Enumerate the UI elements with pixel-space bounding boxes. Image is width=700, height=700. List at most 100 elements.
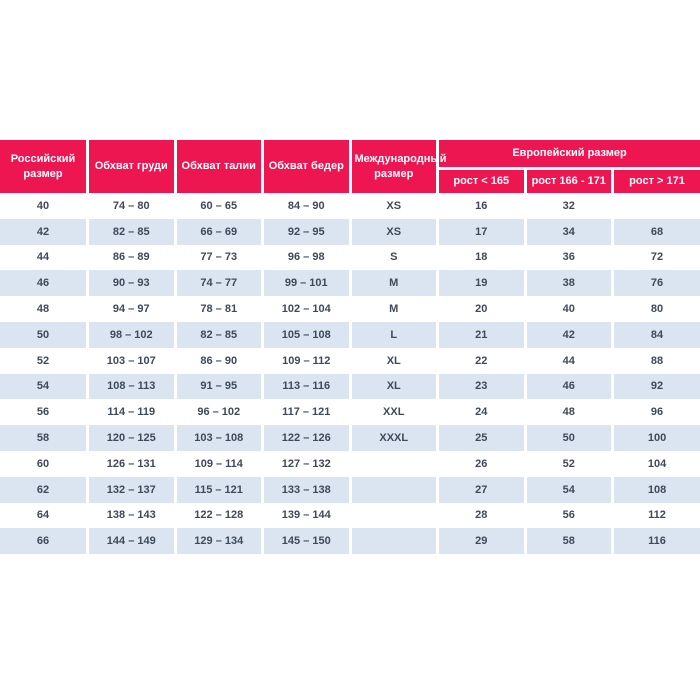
table-cell: 92 (612, 373, 700, 400)
table-cell: L (350, 321, 439, 348)
table-cell: 32 (525, 193, 614, 219)
table-cell: 60 – 65 (175, 193, 264, 219)
table-cell: 84 (612, 321, 700, 348)
table-cell: XS (350, 193, 439, 219)
table-row: 58 120 – 125 103 – 108 122 – 126 XXXL 25 50 100 (0, 425, 700, 451)
table-row: 62 132 – 137 115 – 121 133 – 138 27 54 108 (0, 476, 700, 503)
table-cell: 76 (612, 270, 700, 297)
table-cell (350, 476, 439, 503)
table-cell: 103 – 108 (175, 425, 264, 451)
table-cell (350, 502, 439, 529)
table-cell: 46 (525, 373, 614, 400)
table-cell: 54 (0, 373, 89, 400)
table-cell: 46 (0, 270, 89, 297)
table-cell: 72 (612, 244, 700, 271)
header-international-size: Международный размер (350, 140, 447, 193)
header-height-166-171: рост 166 - 171 (525, 168, 614, 193)
table-cell: 23 (437, 373, 527, 400)
table-cell: 58 (0, 425, 89, 451)
table-row: 54 108 – 113 91 – 95 113 – 116 XL 23 46 92 (0, 373, 700, 400)
table-cell: 144 – 149 (87, 528, 177, 555)
table-cell: 16 (437, 193, 527, 219)
table-cell: 120 – 125 (87, 425, 177, 451)
table-cell: 109 – 112 (262, 347, 352, 374)
table-cell: 96 (612, 399, 700, 426)
table-cell: 17 (437, 218, 527, 245)
header-chest: Обхват груди (87, 140, 177, 193)
table-cell: XL (350, 347, 439, 374)
table-cell: 40 (0, 193, 89, 219)
table-cell: 25 (437, 425, 527, 451)
table-cell: 42 (0, 218, 89, 245)
header-russian-size: Российский размер (0, 140, 89, 193)
table-cell: 42 (525, 321, 614, 348)
table-cell: 78 – 81 (175, 296, 264, 322)
table-cell: 92 – 95 (262, 218, 352, 245)
table-cell: 50 (525, 425, 614, 451)
table-cell: 34 (525, 218, 614, 245)
table-row: 40 74 – 80 60 – 65 84 – 90 XS 16 32 (0, 193, 700, 219)
header-height-over-171: рост > 171 (612, 168, 700, 193)
size-chart: Российский размер Обхват груди Обхват та… (0, 140, 700, 555)
table-cell: 82 – 85 (175, 321, 264, 348)
table-cell: 86 – 90 (175, 347, 264, 374)
table-cell: 94 – 97 (87, 296, 177, 322)
header-hips: Обхват бедер (262, 140, 352, 193)
table-cell: XXL (350, 399, 439, 426)
table-body: 40 74 – 80 60 – 65 84 – 90 XS 16 32 42 82 – 85 66… (0, 193, 700, 555)
table-cell: XL (350, 373, 439, 400)
header-european-size: Европейский размер (437, 140, 700, 170)
table-cell (350, 528, 439, 555)
table-header: Российский размер Обхват груди Обхват та… (0, 140, 700, 193)
table-row: 66 144 – 149 129 – 134 145 – 150 29 58 116 (0, 528, 700, 555)
header-waist: Обхват талии (175, 140, 264, 193)
table-cell: 27 (437, 476, 527, 503)
table-cell: 139 – 144 (262, 502, 352, 529)
table-cell: 28 (437, 502, 527, 529)
table-row: 44 86 – 89 77 – 73 96 – 98 S 18 36 72 (0, 244, 700, 271)
table-cell: 108 (612, 476, 700, 503)
table-cell: 54 (525, 476, 614, 503)
table-cell: 26 (437, 450, 527, 477)
table-cell: 68 (612, 218, 700, 245)
table-cell: 24 (437, 399, 527, 426)
table-cell: 74 – 80 (87, 193, 177, 219)
table-cell: 112 (612, 502, 700, 529)
table-cell: XXXL (350, 425, 439, 451)
table-cell: 122 – 128 (175, 502, 264, 529)
table-cell: 48 (525, 399, 614, 426)
table-cell: 77 – 73 (175, 244, 264, 271)
table-cell: 44 (0, 244, 89, 271)
header-row-top: Российский размер Обхват груди Обхват та… (0, 140, 700, 193)
table-cell: 109 – 114 (175, 450, 264, 477)
table-cell: 48 (0, 296, 89, 322)
table-cell: 103 – 107 (87, 347, 177, 374)
table-cell: 99 – 101 (262, 270, 352, 297)
table-cell: 36 (525, 244, 614, 271)
table-cell: 122 – 126 (262, 425, 352, 451)
table-row: 56 114 – 119 96 – 102 117 – 121 XXL 24 48 96 (0, 399, 700, 426)
table-cell: M (350, 296, 439, 322)
table-cell: 108 – 113 (87, 373, 177, 400)
table-cell: 88 (612, 347, 700, 374)
table-row: 46 90 – 93 74 – 77 99 – 101 M 19 38 76 (0, 270, 700, 297)
table-row: 42 82 – 85 66 – 69 92 – 95 XS 17 34 68 (0, 218, 700, 245)
table-cell: 113 – 116 (262, 373, 352, 400)
table-cell: 60 (0, 450, 89, 477)
table-cell: 86 – 89 (87, 244, 177, 271)
table-cell: 64 (0, 502, 89, 529)
table-cell: 66 – 69 (175, 218, 264, 245)
header-row-sub: рост < 165 рост 166 - 171 рост > 171 (0, 168, 700, 193)
table-cell: 44 (525, 347, 614, 374)
table-cell: 104 (612, 450, 700, 477)
table-cell: 98 – 102 (87, 321, 177, 348)
size-chart-table: Российский размер Обхват груди Обхват та… (0, 140, 700, 555)
table-cell: 50 (0, 321, 89, 348)
table-cell (612, 193, 700, 219)
table-cell: 100 (612, 425, 700, 451)
header-height-under-165: рост < 165 (437, 168, 527, 193)
table-cell: 22 (437, 347, 527, 374)
table-cell: 82 – 85 (87, 218, 177, 245)
table-row: 50 98 – 102 82 – 85 105 – 108 L 21 42 84 (0, 321, 700, 348)
table-cell: 96 – 102 (175, 399, 264, 426)
